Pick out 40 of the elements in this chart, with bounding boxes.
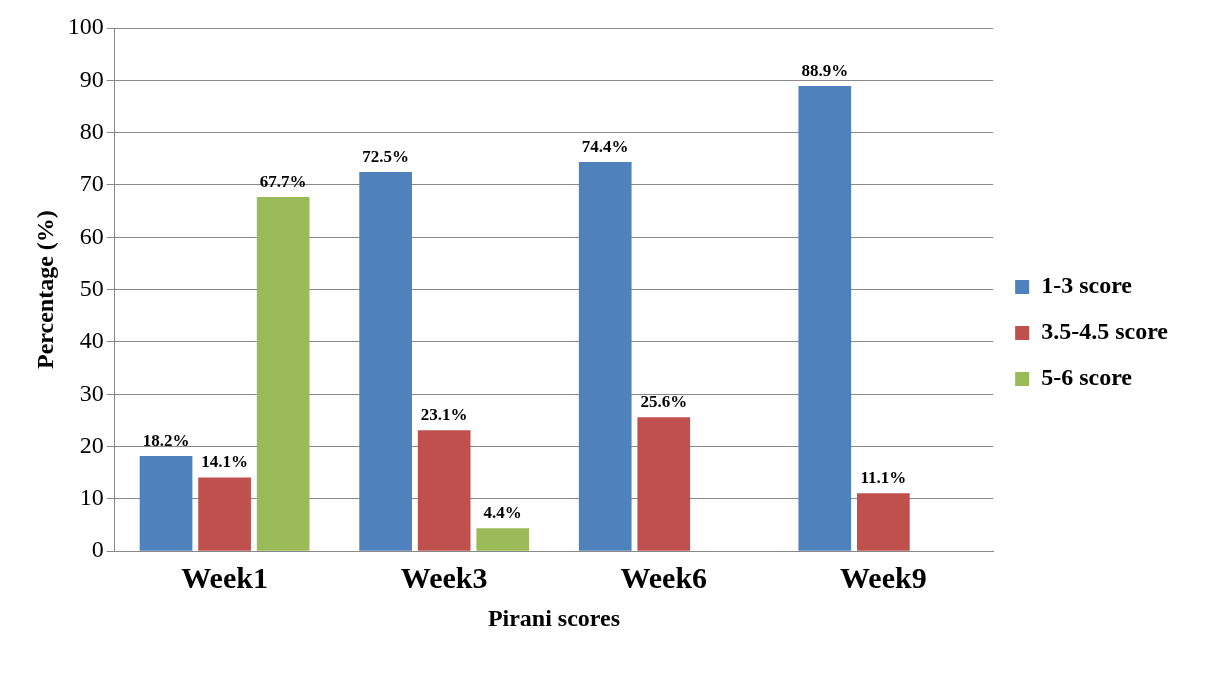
- x-tick-label: Week9: [840, 560, 927, 594]
- bar: [798, 86, 852, 551]
- bar: [476, 528, 530, 551]
- x-axis-title: Pirani scores: [487, 604, 621, 631]
- x-tick-label: Week3: [400, 560, 488, 594]
- data-label: 14.1%: [201, 452, 248, 472]
- bar: [139, 455, 193, 551]
- y-tick-label: 40: [79, 327, 104, 354]
- bar: [359, 171, 412, 551]
- y-tick-label: 30: [79, 379, 104, 406]
- legend-label: 1-3 score: [1041, 272, 1133, 299]
- bar: [637, 417, 691, 551]
- legend-label: 5-6 score: [1041, 364, 1133, 391]
- data-label: 88.9%: [801, 60, 849, 80]
- y-tick-label: 20: [79, 431, 104, 458]
- bar: [198, 477, 251, 551]
- y-tick-label: 0: [91, 536, 104, 563]
- y-tick-label: 70: [79, 170, 104, 197]
- y-tick-label: 80: [79, 117, 104, 144]
- data-label: 11.1%: [860, 468, 907, 488]
- y-tick-label: 90: [79, 65, 104, 92]
- data-label: 23.1%: [420, 405, 468, 425]
- bar: [417, 430, 471, 551]
- data-label: 25.6%: [640, 392, 688, 412]
- data-label: 74.4%: [581, 136, 629, 156]
- y-tick-label: 100: [67, 13, 104, 40]
- data-label: 18.2%: [142, 430, 190, 450]
- y-tick-label: 60: [79, 222, 104, 249]
- bar: [857, 493, 910, 551]
- x-tick-label: Week1: [181, 560, 268, 594]
- y-axis-title: Percentage (%): [31, 210, 58, 370]
- data-label: 4.4%: [483, 503, 522, 523]
- y-tick-label: 10: [79, 484, 104, 511]
- y-tick-label: 50: [79, 274, 104, 301]
- data-label: 67.7%: [259, 171, 307, 191]
- x-tick-label: Week6: [620, 560, 708, 594]
- bar: [256, 196, 310, 551]
- legend-label: 3.5-4.5 score: [1041, 318, 1169, 345]
- bar: [578, 161, 632, 551]
- data-label: 72.5%: [362, 146, 409, 166]
